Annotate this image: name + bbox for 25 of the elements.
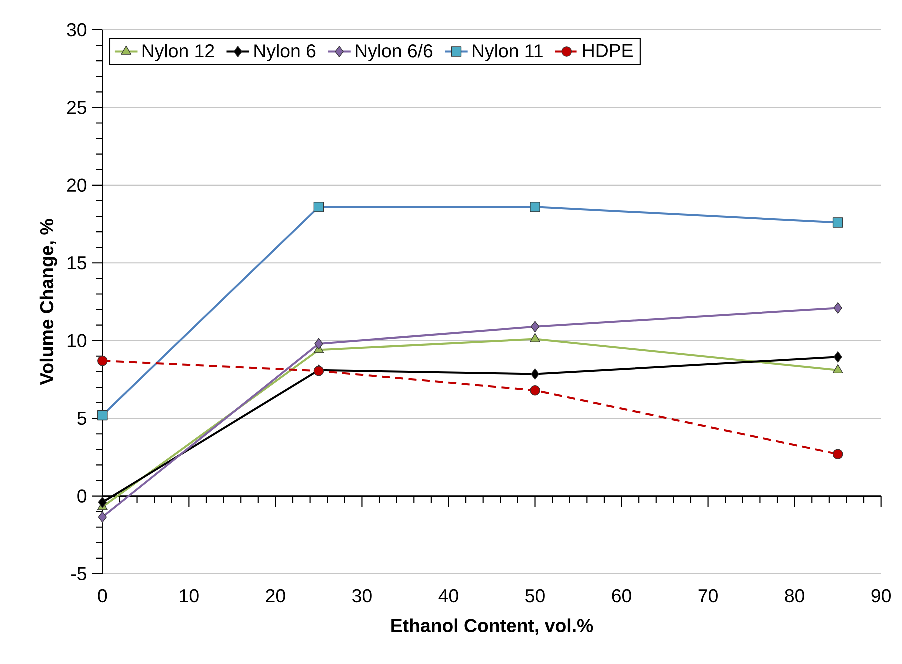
x-tick-label: 60 (612, 589, 632, 603)
y-tick-label: 0 (78, 490, 87, 503)
y-tick-label: 30 (67, 23, 87, 37)
x-tick-label: 90 (872, 589, 891, 603)
x-tick-label: 10 (180, 589, 199, 603)
y-axis-title: Volume Change, % (40, 219, 58, 386)
y-tick-label: 5 (78, 412, 87, 426)
x-tick-label: 40 (438, 589, 458, 603)
x-tick-label: 50 (526, 589, 545, 603)
legend-label: Nylon 11 (473, 44, 543, 62)
y-tick-label: 10 (68, 334, 87, 348)
x-tick-label: 80 (785, 589, 804, 603)
y-tick-label: -5 (72, 567, 87, 581)
legend-label: Nylon 12 (142, 44, 214, 62)
y-tick-label: 20 (67, 178, 87, 192)
legend-label: HDPE (583, 44, 633, 58)
legend-label: Nylon 6 (254, 44, 316, 62)
x-axis-title: Ethanol Content, vol.% (392, 618, 594, 636)
x-tick-label: 70 (698, 589, 718, 603)
x-tick-label: 0 (98, 589, 108, 603)
legend-label: Nylon 6/6 (356, 44, 433, 62)
y-tick-label: 15 (68, 256, 86, 270)
x-tick-label: 30 (352, 589, 372, 603)
x-tick-label: 20 (266, 589, 286, 603)
y-tick-label: 25 (67, 101, 86, 114)
